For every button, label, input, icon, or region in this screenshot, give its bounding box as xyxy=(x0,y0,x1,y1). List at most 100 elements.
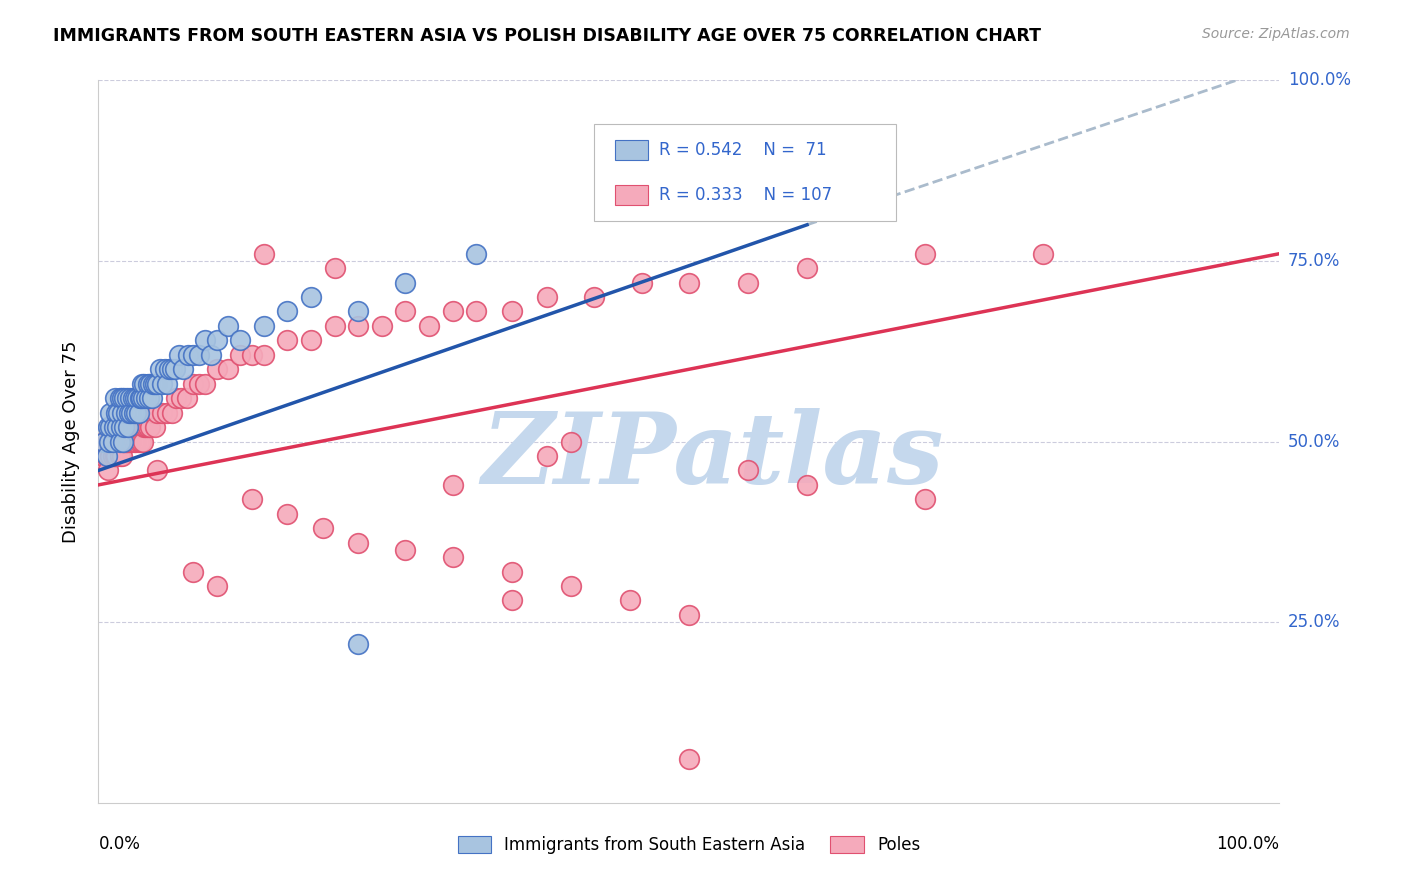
Point xyxy=(394,304,416,318)
Point xyxy=(205,579,228,593)
Point xyxy=(111,449,134,463)
Point xyxy=(98,406,121,420)
Point xyxy=(128,420,150,434)
Point xyxy=(112,420,135,434)
Point xyxy=(135,420,157,434)
Point xyxy=(128,406,150,420)
Point xyxy=(276,304,298,318)
Point xyxy=(136,420,159,434)
Point xyxy=(117,420,139,434)
Point xyxy=(124,391,146,405)
Point xyxy=(441,304,464,318)
Point xyxy=(299,334,322,348)
Point xyxy=(914,246,936,260)
Point xyxy=(105,420,128,434)
Point xyxy=(465,304,488,318)
Bar xyxy=(614,185,648,205)
Point xyxy=(139,376,162,391)
Point xyxy=(101,449,124,463)
Point xyxy=(737,276,759,290)
Point xyxy=(122,406,145,420)
Point xyxy=(112,420,135,434)
Point xyxy=(127,420,149,434)
Point xyxy=(121,406,143,420)
Point xyxy=(205,334,228,348)
Point xyxy=(146,463,169,477)
Point xyxy=(107,420,129,434)
Point xyxy=(181,348,204,362)
Point xyxy=(125,406,148,420)
Point xyxy=(108,449,131,463)
Point xyxy=(165,391,187,405)
Point xyxy=(98,420,121,434)
Point xyxy=(347,637,370,651)
Text: R = 0.542    N =  71: R = 0.542 N = 71 xyxy=(659,141,827,159)
Point xyxy=(217,318,239,333)
Point xyxy=(117,420,139,434)
Point xyxy=(118,406,141,420)
Point xyxy=(118,434,141,449)
Point xyxy=(96,434,118,449)
Point xyxy=(104,391,127,405)
Point xyxy=(142,376,165,391)
Point xyxy=(98,449,121,463)
Point xyxy=(347,318,370,333)
Point xyxy=(253,246,276,260)
Point xyxy=(134,376,156,391)
Text: R = 0.333    N = 107: R = 0.333 N = 107 xyxy=(659,186,832,204)
Point xyxy=(253,348,276,362)
Point xyxy=(93,434,115,449)
Point xyxy=(156,406,179,420)
Point xyxy=(394,276,416,290)
Point xyxy=(91,449,114,463)
Point xyxy=(347,304,370,318)
Point xyxy=(240,492,263,507)
Point xyxy=(112,420,135,434)
Point xyxy=(97,463,120,477)
Point xyxy=(583,290,606,304)
Point xyxy=(112,434,135,449)
Point xyxy=(150,406,173,420)
Point xyxy=(97,420,120,434)
Point xyxy=(441,478,464,492)
Point xyxy=(796,261,818,276)
Point xyxy=(121,391,143,405)
Y-axis label: Disability Age Over 75: Disability Age Over 75 xyxy=(62,340,80,543)
Point xyxy=(501,304,523,318)
Point xyxy=(229,334,252,348)
Point xyxy=(187,376,209,391)
Point xyxy=(160,362,183,376)
Point xyxy=(276,334,298,348)
Point xyxy=(205,362,228,376)
Point xyxy=(100,434,122,449)
Point xyxy=(146,406,169,420)
Point xyxy=(121,434,143,449)
Point xyxy=(105,406,128,420)
Point xyxy=(107,434,129,449)
Point xyxy=(139,420,162,434)
Point xyxy=(103,434,125,449)
Point xyxy=(170,391,193,405)
Point xyxy=(111,406,134,420)
Text: IMMIGRANTS FROM SOUTH EASTERN ASIA VS POLISH DISABILITY AGE OVER 75 CORRELATION : IMMIGRANTS FROM SOUTH EASTERN ASIA VS PO… xyxy=(53,27,1042,45)
Point xyxy=(127,391,149,405)
Point xyxy=(150,376,173,391)
Point xyxy=(678,607,700,622)
Point xyxy=(240,348,263,362)
Point xyxy=(678,752,700,766)
Point xyxy=(142,406,165,420)
Point xyxy=(156,376,179,391)
Text: 50.0%: 50.0% xyxy=(1288,433,1340,450)
Point xyxy=(124,420,146,434)
Point xyxy=(347,535,370,549)
Point xyxy=(128,434,150,449)
Point xyxy=(112,434,135,449)
Point xyxy=(465,246,488,260)
Point xyxy=(181,376,204,391)
Text: 100.0%: 100.0% xyxy=(1216,835,1279,854)
Point xyxy=(160,406,183,420)
Point xyxy=(177,348,200,362)
Point xyxy=(217,362,239,376)
Point xyxy=(194,376,217,391)
Point xyxy=(678,276,700,290)
